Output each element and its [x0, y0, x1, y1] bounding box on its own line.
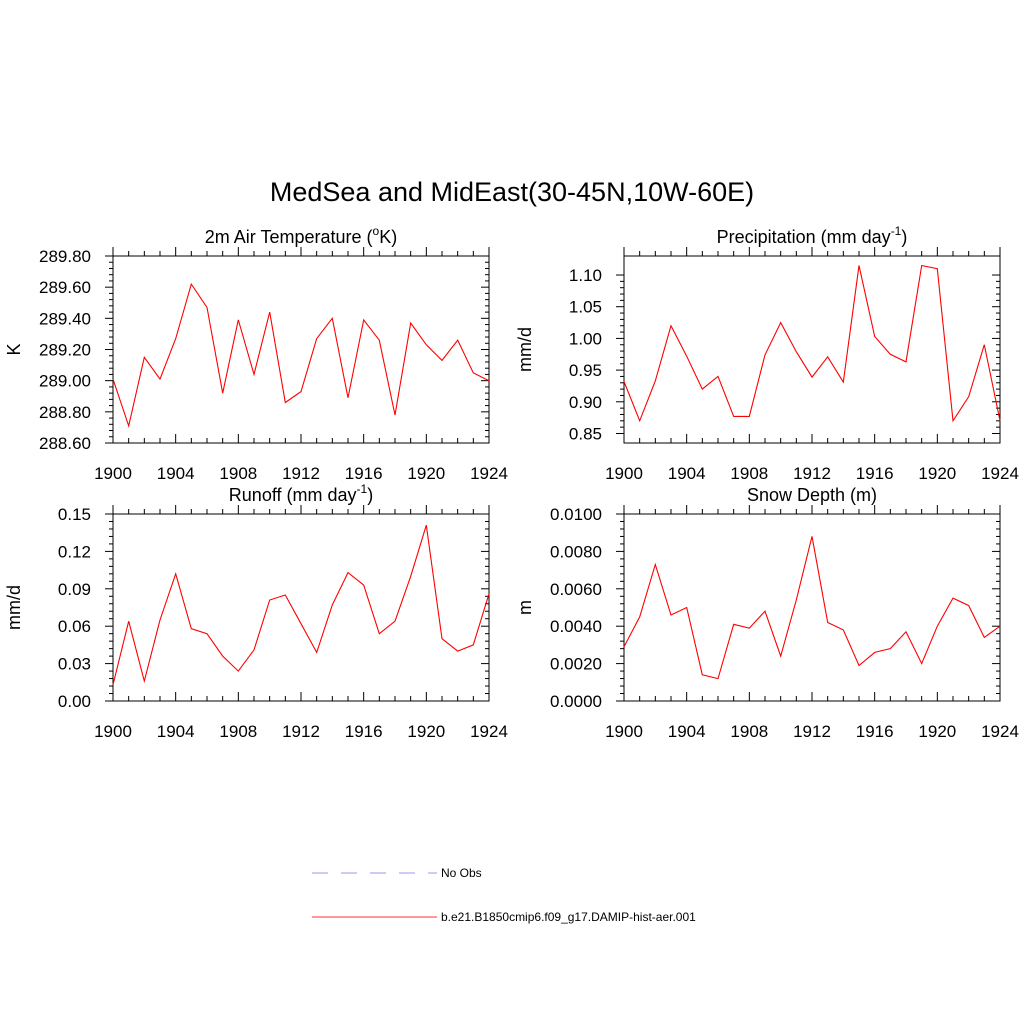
x-tick-label: 1916	[345, 464, 383, 483]
x-tick-label: 1900	[94, 722, 132, 741]
y-tick-label: 0.15	[58, 505, 91, 524]
x-tick-label: 1924	[470, 464, 508, 483]
x-tick-label: 1912	[282, 722, 320, 741]
x-tick-label: 1912	[793, 722, 831, 741]
x-tick-label: 1920	[918, 722, 956, 741]
y-tick-label: 0.06	[58, 617, 91, 636]
panel-3: Runoff (mm day-1) 1900 1904 1908 1912 1916 192…	[4, 482, 508, 741]
x-tick-label: 1908	[730, 722, 768, 741]
panel-2: Precipitation (mm day-1) 1900 1904 1908 1912…	[515, 224, 1019, 483]
y-tick-label: 0.09	[58, 580, 91, 599]
x-tick-label: 1912	[793, 464, 831, 483]
x-tick-label: 1904	[157, 722, 195, 741]
y-tick-label: 0.0060	[550, 580, 602, 599]
y-axis-label: K	[4, 343, 24, 355]
x-tick-label: 1900	[605, 722, 643, 741]
x-tick-label: 1916	[856, 722, 894, 741]
legend-label: No Obs	[441, 866, 482, 880]
series-line	[623, 536, 1001, 680]
x-tick-label: 1900	[605, 464, 643, 483]
y-axis-label: m	[515, 600, 535, 615]
x-tick-label: 1920	[407, 722, 445, 741]
y-tick-label: 289.40	[39, 309, 91, 328]
y-tick-label: 1.10	[569, 266, 602, 285]
y-tick-label: 0.95	[569, 361, 602, 380]
panel-title: 2m Air Temperature (oK)	[205, 224, 397, 247]
panel-title: Runoff (mm day-1)	[229, 482, 373, 505]
main-title: MedSea and MidEast(30-45N,10W-60E)	[270, 177, 754, 207]
x-tick-label: 1904	[668, 464, 706, 483]
title-segment: )	[367, 485, 373, 505]
panels: 2m Air Temperature (oK)1900 1904 1908 1912 1…	[4, 224, 1019, 741]
x-tick-label: 1908	[730, 464, 768, 483]
legend: No Obs b.e21.B1850cmip6.f09_g17.DAMIP-his…	[312, 866, 696, 924]
y-tick-label: 1.00	[569, 329, 602, 348]
x-tick-label: 1924	[470, 722, 508, 741]
x-tick-label: 1916	[856, 464, 894, 483]
y-tick-label: 0.0080	[550, 542, 602, 561]
y-axis-label: mm/d	[4, 585, 24, 630]
x-tick-label: 1900	[94, 464, 132, 483]
panel-title: Snow Depth (m)	[747, 485, 877, 505]
x-tick-label: 1920	[918, 464, 956, 483]
title-segment: )	[901, 227, 907, 247]
y-tick-label: 289.60	[39, 278, 91, 297]
y-tick-label: 0.90	[569, 393, 602, 412]
y-tick-label: 0.85	[569, 424, 602, 443]
y-tick-label: 0.0040	[550, 617, 602, 636]
x-tick-label: 1916	[345, 722, 383, 741]
x-tick-label: 1908	[219, 722, 257, 741]
x-tick-label: 1924	[981, 722, 1019, 741]
x-tick-label: 1924	[981, 464, 1019, 483]
y-tick-label: 288.60	[39, 434, 91, 453]
plot-frame	[112, 513, 490, 702]
y-tick-label: 288.80	[39, 403, 91, 422]
plot-frame	[112, 255, 490, 444]
panel-title: Precipitation (mm day-1)	[717, 224, 908, 247]
y-tick-label: 289.00	[39, 372, 91, 391]
x-tick-label: 1904	[157, 464, 195, 483]
y-axis-label: mm/d	[515, 327, 535, 372]
title-superscript: -1	[357, 482, 368, 496]
y-tick-label: 0.03	[58, 655, 91, 674]
plot-frame	[623, 255, 1001, 444]
x-tick-label: 1904	[668, 722, 706, 741]
title-superscript: o	[373, 224, 380, 238]
y-tick-label: 289.80	[39, 247, 91, 266]
y-tick-label: 0.12	[58, 542, 91, 561]
series-line	[112, 282, 490, 428]
panel-4: Snow Depth (m) 1900 1904 1908 1912 1916 1920 19…	[515, 485, 1019, 741]
title-segment: Runoff (mm day	[229, 485, 357, 505]
x-tick-label: 1920	[407, 464, 445, 483]
series-line	[623, 264, 1001, 423]
x-tick-label: 1908	[219, 464, 257, 483]
series-line	[112, 525, 490, 685]
y-tick-label: 0.00	[58, 692, 91, 711]
panel-1: 2m Air Temperature (oK) 1900 1904 1908 1912 1…	[4, 224, 508, 483]
title-segment: Snow Depth (m)	[747, 485, 877, 505]
y-tick-label: 289.20	[39, 341, 91, 360]
title-segment: K)	[379, 227, 397, 247]
title-segment: Precipitation (mm day	[717, 227, 891, 247]
y-tick-label: 0.0020	[550, 655, 602, 674]
y-tick-label: 0.0000	[550, 692, 602, 711]
title-superscript: -1	[891, 224, 902, 238]
legend-label: b.e21.B1850cmip6.f09_g17.DAMIP-hist-aer.…	[441, 910, 696, 924]
y-tick-label: 1.05	[569, 298, 602, 317]
x-tick-label: 1912	[282, 464, 320, 483]
title-segment: 2m Air Temperature (	[205, 227, 373, 247]
plot-frame	[623, 513, 1001, 702]
y-tick-label: 0.0100	[550, 505, 602, 524]
